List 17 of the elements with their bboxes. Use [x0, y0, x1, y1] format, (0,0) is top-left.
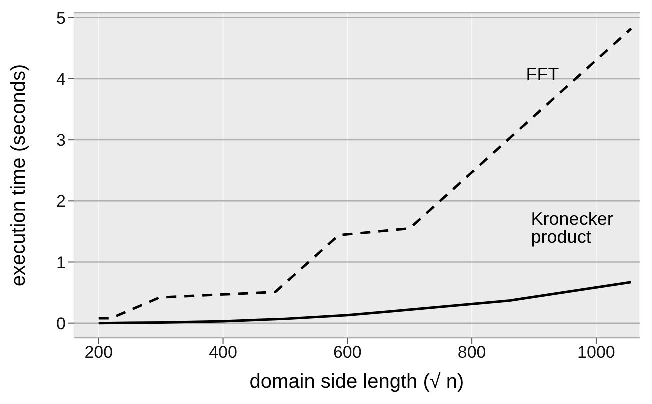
x-tick-label: 1000: [578, 343, 616, 362]
y-axis-title: execution time (seconds): [8, 64, 30, 287]
y-tick-label: 1: [56, 253, 66, 272]
series-label: FFT: [526, 64, 560, 84]
text: Kronecker product: [531, 208, 614, 247]
y-tick-label: 3: [56, 131, 66, 150]
x-tick-label: 400: [209, 343, 238, 362]
x-axis-title: domain side length (√ n): [250, 371, 464, 393]
x-tick-label: 800: [458, 343, 486, 362]
line-series: [98, 281, 633, 325]
y-tick-label: 4: [56, 70, 66, 90]
y-tick-label: 0: [56, 314, 66, 334]
x-tick-label: 600: [333, 343, 362, 362]
x-tick-label: 200: [84, 343, 114, 362]
y-tick-label: 5: [56, 8, 66, 28]
y-tick-label: 2: [56, 192, 66, 212]
line-series: [98, 28, 633, 320]
